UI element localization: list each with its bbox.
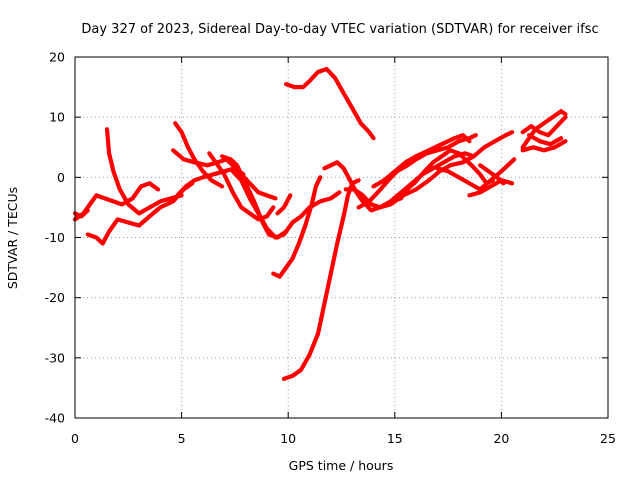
tick-labels: 0 5 10 15 20 25 -40 -30 -20 -10 0 10 20 bbox=[45, 50, 616, 447]
series-arc-7 bbox=[175, 166, 246, 198]
series-arc-25 bbox=[520, 115, 568, 138]
y-tick-label: 10 bbox=[49, 110, 65, 125]
series-arc-12 bbox=[271, 175, 323, 279]
y-tick-label: -10 bbox=[45, 230, 65, 245]
chart-title: Day 327 of 2023, Sidereal Day-to-day VTE… bbox=[81, 22, 598, 37]
series-arc-10 bbox=[230, 169, 342, 240]
x-tick-label: 25 bbox=[600, 431, 616, 446]
x-tick-label: 0 bbox=[71, 431, 79, 446]
x-tick-label: 5 bbox=[178, 431, 186, 446]
series-arc-20 bbox=[401, 148, 495, 195]
series-arc-13 bbox=[281, 178, 361, 381]
y-axis-label: SDTVAR / TECUs bbox=[5, 187, 20, 289]
ticks bbox=[74, 56, 609, 419]
series-arc-21 bbox=[435, 157, 517, 192]
series-arc-1 bbox=[72, 181, 161, 222]
x-axis-label: GPS time / hours bbox=[289, 458, 394, 473]
y-tick-label: -30 bbox=[45, 350, 65, 365]
data-layer bbox=[72, 66, 568, 381]
x-tick-label: 15 bbox=[387, 431, 403, 446]
plot-frame bbox=[74, 56, 609, 419]
series-arc-27 bbox=[527, 133, 564, 147]
y-tick-label: 0 bbox=[57, 170, 65, 185]
x-tick-label: 20 bbox=[493, 431, 509, 446]
series-arc-22 bbox=[467, 178, 515, 198]
series-arc-11 bbox=[275, 193, 293, 216]
series-arc-8 bbox=[207, 151, 276, 222]
series-arc-14 bbox=[284, 66, 376, 141]
series-arc-24 bbox=[520, 109, 568, 150]
series-arc-5 bbox=[173, 121, 225, 189]
grid bbox=[75, 57, 608, 418]
series-arc-17 bbox=[356, 133, 478, 210]
x-tick-label: 10 bbox=[280, 431, 296, 446]
y-tick-label: -40 bbox=[45, 411, 65, 426]
series-arc-6 bbox=[171, 148, 278, 201]
series-arc-2 bbox=[72, 208, 90, 219]
series-arc-23 bbox=[478, 163, 506, 186]
y-tick-label: 20 bbox=[49, 50, 65, 65]
series-arc-26 bbox=[520, 139, 568, 153]
series-arc-18 bbox=[371, 133, 472, 189]
series-arc-4 bbox=[104, 127, 184, 216]
y-tick-label: -20 bbox=[45, 290, 65, 305]
